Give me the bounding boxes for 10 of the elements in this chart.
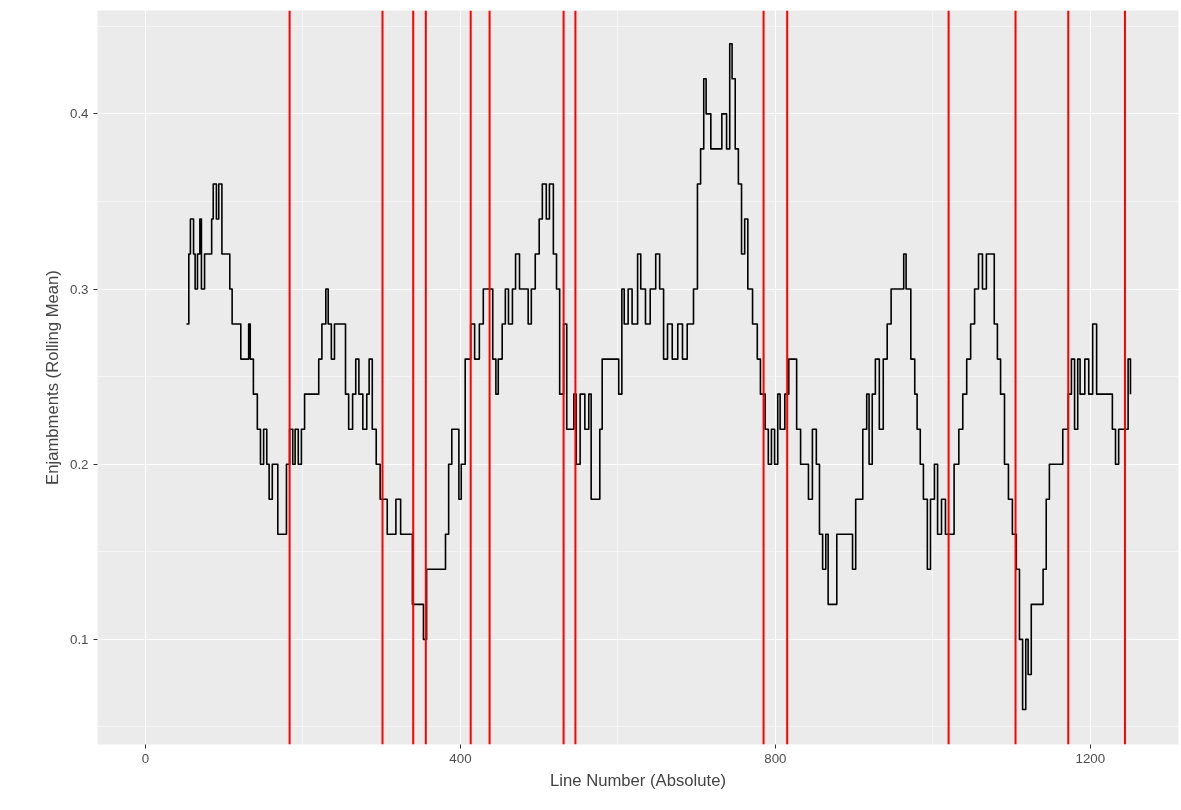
x-tick-label: 400 — [449, 750, 472, 766]
y-tick-label: 0.3 — [69, 281, 89, 297]
y-tick-label: 0.4 — [69, 106, 90, 122]
x-axis-title: Line Number (Absolute) — [550, 770, 726, 790]
y-axis-title: Enjambments (Rolling Mean) — [42, 270, 62, 485]
x-tick-label: 1200 — [1075, 750, 1106, 766]
y-tick-label: 0.2 — [69, 456, 89, 472]
x-tick-label: 800 — [764, 750, 787, 766]
x-tick-label: 0 — [141, 750, 150, 766]
y-tick-label: 0.1 — [69, 631, 89, 647]
